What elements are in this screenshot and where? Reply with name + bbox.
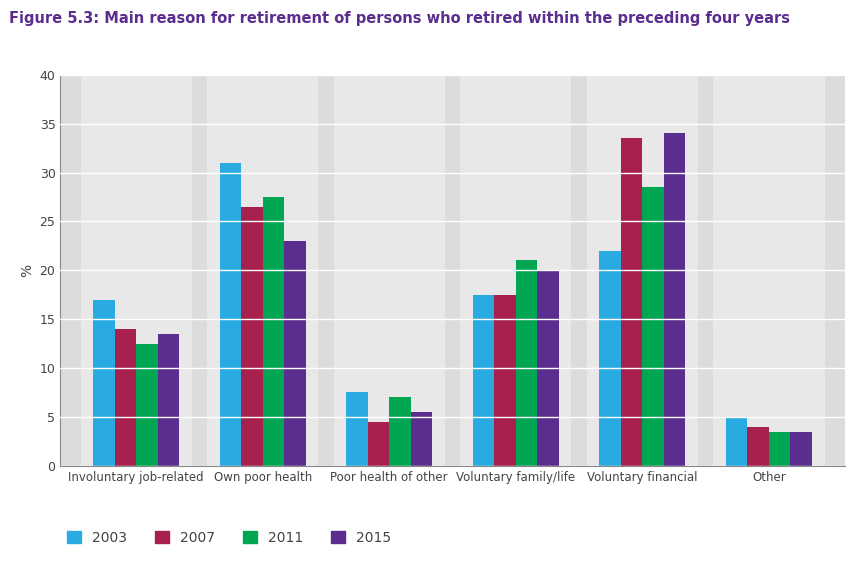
Bar — [284, 241, 306, 466]
Bar — [346, 392, 368, 466]
Bar — [389, 397, 411, 466]
Bar — [136, 343, 158, 466]
Bar — [241, 206, 263, 466]
Bar — [460, 75, 571, 466]
Bar — [598, 251, 620, 466]
Bar — [93, 300, 115, 466]
Bar — [411, 412, 432, 466]
Text: Figure 5.3: Main reason for retirement of persons who retired within the precedi: Figure 5.3: Main reason for retirement o… — [9, 12, 789, 26]
Bar — [80, 75, 192, 466]
Bar — [712, 75, 824, 466]
Bar — [220, 163, 241, 466]
Bar — [115, 329, 136, 466]
Bar — [641, 187, 663, 466]
Bar — [746, 427, 768, 466]
Bar — [368, 421, 389, 466]
Bar — [515, 260, 536, 466]
Bar — [263, 197, 284, 466]
Y-axis label: %: % — [20, 264, 34, 277]
Bar — [663, 133, 684, 466]
Bar — [493, 294, 515, 466]
Bar — [536, 270, 558, 466]
Bar — [790, 431, 811, 466]
Legend: 2003, 2007, 2011, 2015: 2003, 2007, 2011, 2015 — [67, 531, 391, 545]
Bar — [586, 75, 697, 466]
Bar — [725, 417, 746, 466]
Bar — [620, 138, 641, 466]
Bar — [207, 75, 318, 466]
Bar — [158, 334, 179, 466]
Bar — [333, 75, 444, 466]
Bar — [472, 294, 493, 466]
Bar — [768, 431, 790, 466]
